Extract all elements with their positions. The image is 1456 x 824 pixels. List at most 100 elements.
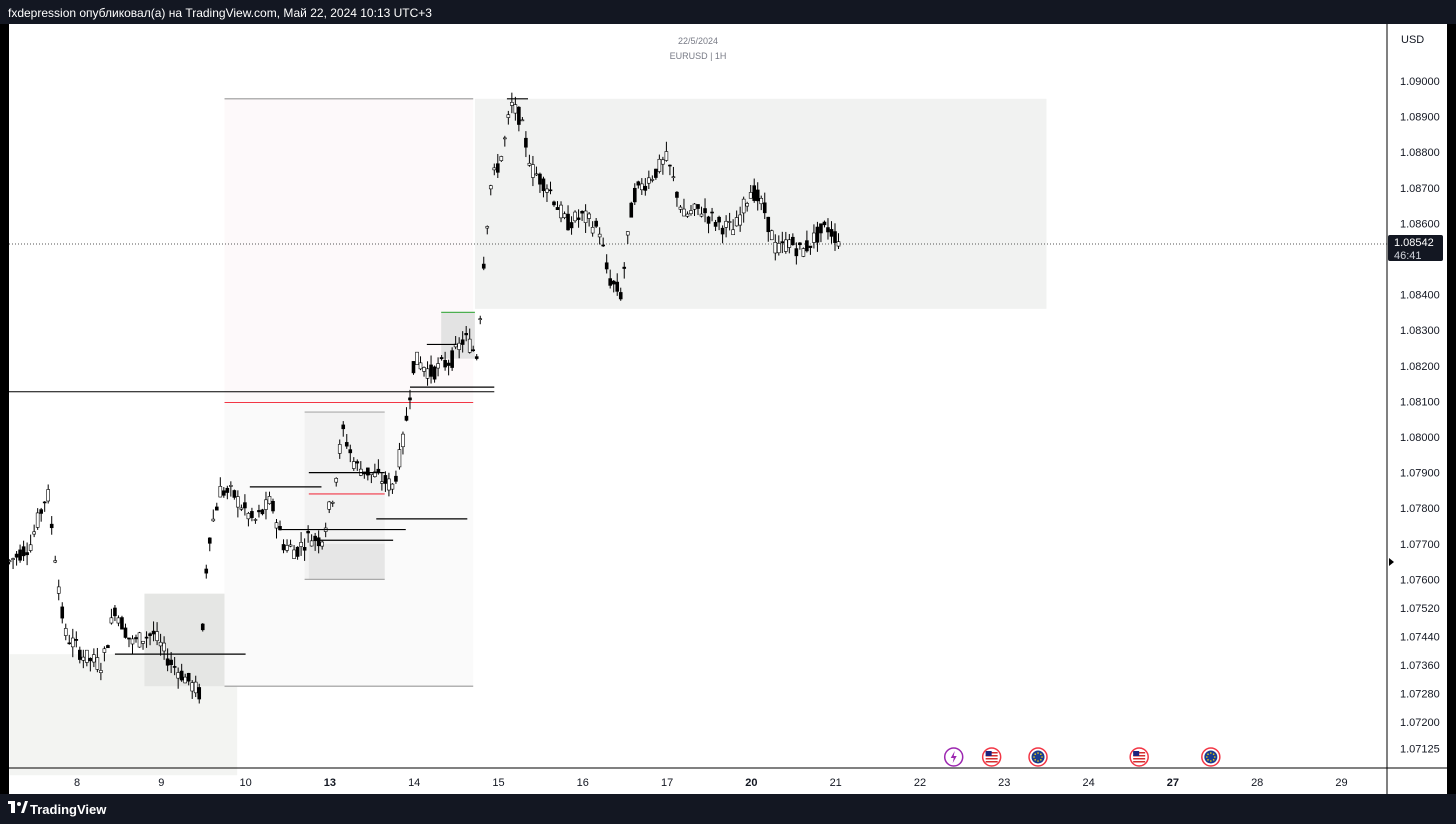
candle-141 <box>503 135 507 147</box>
candle-32 <box>120 615 124 630</box>
candle-148 <box>527 154 532 167</box>
bar-countdown: 46:41 <box>1394 250 1422 262</box>
candle-76 <box>274 519 279 539</box>
candle-16 <box>63 623 68 641</box>
candle-228 <box>808 245 813 255</box>
candle-145 <box>517 106 521 132</box>
time-axis[interactable]: 8 9 10 13 14 15 16 17 20 21 22 23 24 27 28 29 <box>74 777 1348 789</box>
x-tick-label: 13 <box>324 777 336 789</box>
us-flag-icon[interactable] <box>1129 747 1149 767</box>
candle-133 <box>474 354 479 361</box>
candle-118 <box>422 366 426 377</box>
zones-layer <box>9 98 1047 776</box>
candle-150 <box>534 166 539 176</box>
candle-104 <box>373 463 377 478</box>
candle-129 <box>460 331 465 353</box>
price-axis[interactable]: 1.09000 1.08900 1.08800 1.08700 1.08600 1.084… <box>1400 76 1440 756</box>
y-tick-label: 1.07440 <box>1400 631 1440 643</box>
x-tick-label: 27 <box>1167 777 1179 789</box>
y-tick-label: 1.08800 <box>1400 147 1440 159</box>
candle-95 <box>341 421 346 437</box>
candle-222 <box>787 234 792 254</box>
zone-5 <box>308 543 385 580</box>
candle-230 <box>815 221 820 252</box>
candle-3 <box>18 544 22 563</box>
x-tick-label: 24 <box>1082 777 1094 789</box>
y-tick-label: 1.08000 <box>1400 432 1440 444</box>
x-tick-label: 9 <box>158 777 164 789</box>
candle-227 <box>805 230 809 253</box>
candle-181 <box>643 178 648 196</box>
candle-232 <box>822 220 827 228</box>
candle-135 <box>481 256 486 271</box>
candle-212 <box>752 178 757 203</box>
candle-175 <box>622 262 627 279</box>
candle-186 <box>661 156 665 175</box>
last-price-value: 1.08542 <box>1394 237 1434 249</box>
candle-189 <box>671 166 676 182</box>
candle-106 <box>380 472 384 491</box>
eu-flag-icon[interactable] <box>1201 747 1221 767</box>
candle-81 <box>292 545 296 559</box>
candle-226 <box>801 247 806 258</box>
candle-224 <box>794 242 799 265</box>
candle-53 <box>193 675 198 698</box>
candle-170 <box>604 254 609 274</box>
candle-191 <box>678 204 683 213</box>
candle-30 <box>113 605 117 622</box>
candle-99 <box>355 459 360 471</box>
candle-58 <box>211 509 216 522</box>
candle-66 <box>239 504 244 512</box>
eu-flag-icon[interactable] <box>1028 747 1048 767</box>
candle-192 <box>682 198 686 217</box>
candle-139 <box>495 153 500 179</box>
lightning-icon[interactable] <box>943 747 964 767</box>
candle-2 <box>14 551 19 566</box>
candle-39 <box>144 631 149 648</box>
candle-200 <box>710 207 714 222</box>
candle-171 <box>608 269 612 289</box>
publisher-text: fxdepression опубликовал(а) на TradingVi… <box>8 6 432 20</box>
candle-216 <box>766 216 771 242</box>
candle-140 <box>499 155 504 162</box>
events-layer[interactable] <box>943 747 1221 767</box>
candle-144 <box>513 96 518 121</box>
candle-87 <box>313 532 317 551</box>
candle-234 <box>829 221 834 244</box>
us-flag-icon[interactable] <box>981 747 1002 767</box>
candle-163 <box>580 210 584 221</box>
y-tick-label: 1.07600 <box>1400 574 1440 586</box>
candle-64 <box>232 489 237 500</box>
candle-24 <box>92 648 96 668</box>
price-chart[interactable]: 22/5/2024 EURUSD | 1H USD 1.09000 1.08900… <box>7 24 1447 794</box>
candle-161 <box>573 210 577 223</box>
candle-84 <box>302 538 307 561</box>
candle-12 <box>49 516 54 535</box>
candle-205 <box>727 212 732 231</box>
candle-25 <box>95 647 100 673</box>
candle-96 <box>344 434 349 449</box>
scroll-arrow-icon[interactable] <box>1389 558 1394 566</box>
x-tick-label: 20 <box>745 777 757 789</box>
y-tick-label: 1.07125 <box>1400 744 1440 756</box>
candle-56 <box>204 564 209 579</box>
candle-69 <box>250 507 254 522</box>
candle-89 <box>320 540 324 550</box>
candle-43 <box>158 633 163 656</box>
candle-160 <box>569 216 574 235</box>
candle-131 <box>467 328 472 354</box>
candle-214 <box>759 195 764 211</box>
candle-208 <box>738 206 742 232</box>
tradingview-logo-icon <box>8 801 28 813</box>
candle-40 <box>148 632 152 646</box>
chart-frame[interactable]: 22/5/2024 EURUSD | 1H USD 1.09000 1.08900… <box>7 24 1447 794</box>
currency-label[interactable]: USD <box>1401 34 1424 46</box>
candle-85 <box>306 525 310 543</box>
candle-68 <box>246 511 251 527</box>
candle-183 <box>650 175 655 183</box>
candle-55 <box>200 623 205 632</box>
candle-120 <box>429 355 433 384</box>
chart-date-label: 22/5/2024 <box>678 36 718 46</box>
candle-211 <box>748 184 753 199</box>
candle-17 <box>67 634 72 645</box>
